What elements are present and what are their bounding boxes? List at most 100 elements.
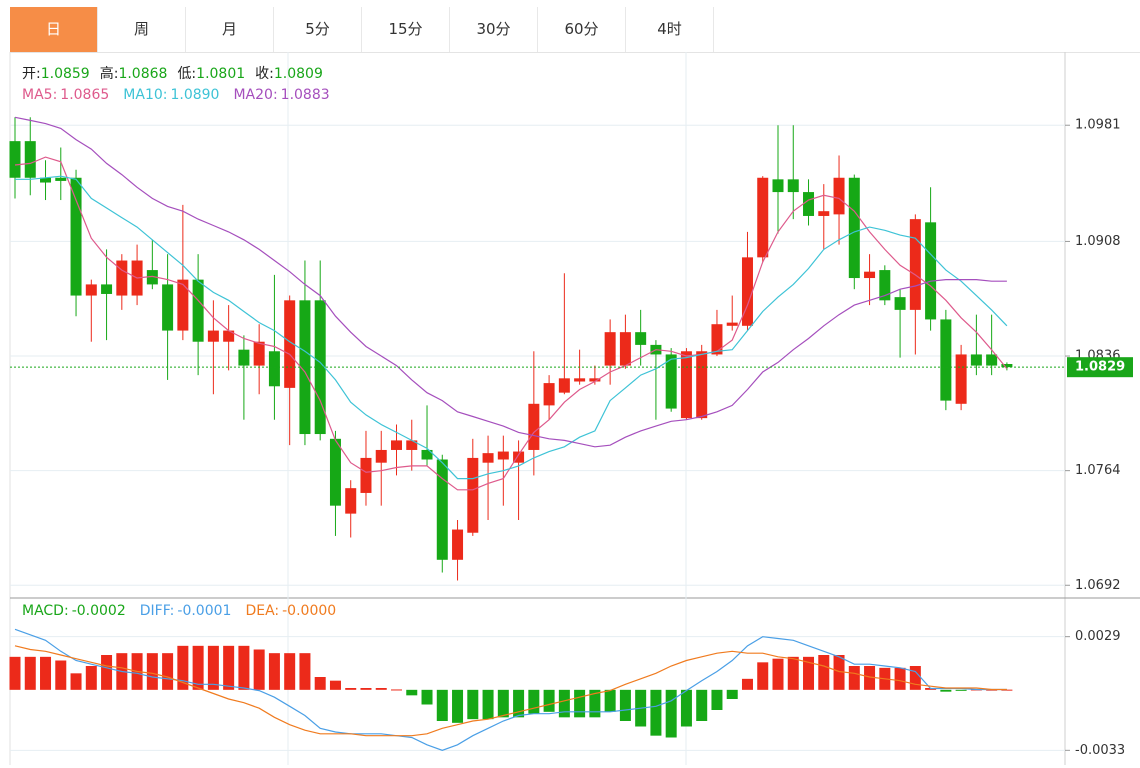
period-tab[interactable]: 月 [186, 7, 274, 52]
info-label: 开: [22, 66, 41, 82]
candle-body [879, 270, 891, 301]
candle-body [680, 351, 692, 419]
candle-body [818, 211, 830, 216]
candle-body [848, 177, 860, 279]
candle-body [192, 279, 204, 342]
macd-bar [818, 655, 830, 690]
candle-body [85, 284, 97, 296]
macd-bar [391, 689, 402, 691]
y-tick-label: 1.0908 [1075, 234, 1121, 249]
candle-body [894, 297, 906, 310]
y-tick-label: 1.0692 [1075, 578, 1121, 593]
info-value: 1.0809 [273, 66, 323, 82]
period-tab[interactable]: 30分 [450, 7, 538, 52]
candle-body [925, 222, 937, 320]
legend-name: MA5: [22, 87, 58, 103]
candle-body [497, 451, 509, 460]
candle-body [833, 177, 845, 215]
last-price-box [1067, 357, 1133, 378]
macd-bar [360, 688, 372, 690]
info-value: 1.0868 [118, 66, 168, 82]
candle-body [543, 383, 555, 406]
candle-body [314, 300, 326, 435]
legend-value: 1.0883 [280, 87, 330, 103]
period-tab[interactable]: 5分 [274, 7, 362, 52]
candle-body [940, 319, 952, 401]
macd-bar [223, 645, 235, 690]
candle-body [482, 453, 494, 463]
candle-body [284, 300, 296, 388]
macd-bar [680, 689, 692, 727]
macd-bar [70, 673, 82, 690]
macd-bar [40, 656, 52, 690]
macd-bar [711, 689, 723, 710]
macd-bar [146, 653, 158, 690]
candle-body [146, 270, 158, 285]
macd-bar [1001, 689, 1013, 691]
legend-value: 1.0865 [60, 87, 110, 103]
macd-bar [940, 689, 952, 692]
candle-body [299, 300, 311, 435]
macd-bar [909, 666, 921, 690]
macd-line [14, 628, 1007, 751]
macd-bar [192, 645, 204, 690]
candle-body [162, 284, 174, 331]
macd-bar [497, 689, 509, 718]
info-label: 低: [177, 66, 197, 82]
legend-name: MA10: [123, 87, 168, 103]
macd-bar [543, 689, 555, 712]
candle-body [696, 351, 708, 419]
macd-bar [741, 678, 753, 690]
legend-name: MA20: [233, 87, 278, 103]
candle-body [513, 451, 525, 463]
macd-bar [238, 645, 250, 690]
candle-body [360, 457, 372, 493]
candle-body [955, 354, 967, 404]
info-label: 收: [255, 66, 274, 82]
macd-bar [177, 645, 189, 690]
y-tick-label: 1.0764 [1075, 463, 1121, 478]
candle-body [1001, 364, 1013, 368]
candle-body [55, 177, 67, 181]
period-tab[interactable]: 日 [10, 7, 98, 52]
macd-bar [665, 689, 677, 738]
candle-body [24, 141, 36, 178]
macd-bar [314, 677, 326, 690]
macd-bar [619, 689, 631, 721]
period-tab[interactable]: 周 [98, 7, 186, 52]
macd-bar [207, 645, 219, 690]
macd-bar [329, 680, 341, 690]
macd-bar [162, 653, 174, 690]
candle-body [177, 279, 189, 331]
candle-body [986, 354, 998, 366]
candle-body [589, 378, 601, 382]
candle-body [253, 341, 265, 366]
macd-bar [467, 689, 479, 720]
macd-bar [345, 688, 357, 690]
y-tick-label: -0.0033 [1075, 743, 1125, 758]
candle-body [375, 449, 387, 463]
macd-bar [375, 688, 387, 690]
legend-name: DIFF: [139, 603, 175, 619]
period-tab[interactable]: 15分 [362, 7, 450, 52]
legend-value: -0.0000 [282, 603, 337, 619]
ohlc-info: 开:1.0859 高:1.0868 低:1.0801 收:1.0809 [22, 63, 333, 83]
macd-line [14, 645, 1007, 737]
ma-line [15, 175, 1008, 480]
macd-bar [452, 689, 464, 723]
period-tab[interactable]: 60分 [538, 7, 626, 52]
candle-body [467, 457, 479, 533]
candle-body [757, 177, 769, 258]
candle-body [40, 177, 52, 183]
macd-bar [85, 666, 97, 690]
candle-body [864, 271, 876, 279]
macd-bar [787, 656, 799, 690]
macd-bar [986, 689, 998, 691]
candle-body [635, 332, 647, 345]
macd-bar [436, 689, 448, 721]
period-tab[interactable]: 4时 [626, 7, 714, 52]
candle-body [970, 354, 982, 366]
macd-bar [864, 666, 876, 690]
